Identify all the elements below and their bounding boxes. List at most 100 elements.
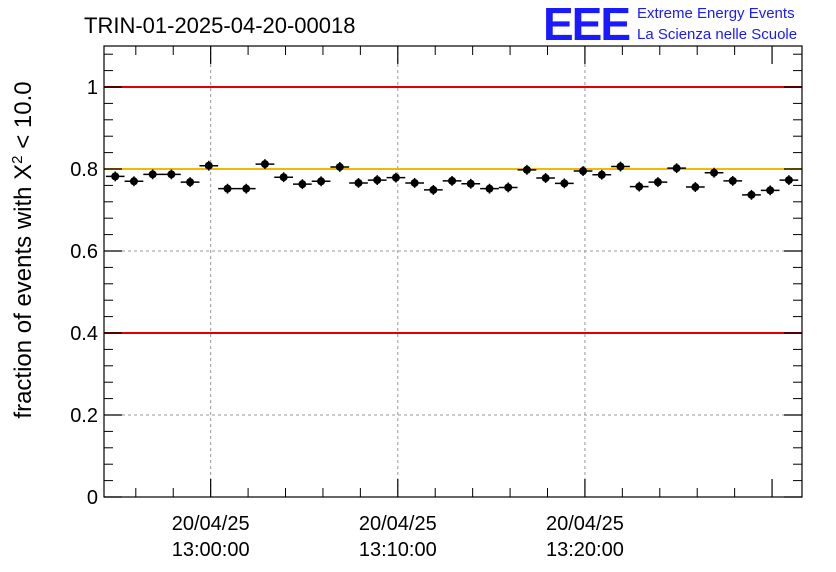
y-tick-label: 0 bbox=[87, 487, 98, 509]
data-marker bbox=[335, 162, 344, 171]
x-tick-time: 13:00:00 bbox=[172, 539, 250, 561]
data-marker bbox=[186, 178, 195, 187]
data-point bbox=[723, 175, 743, 186]
data-marker bbox=[410, 178, 419, 187]
axes bbox=[103, 45, 803, 498]
data-point bbox=[742, 189, 761, 200]
data-points bbox=[105, 159, 799, 200]
data-point bbox=[349, 178, 368, 188]
data-point bbox=[236, 183, 256, 194]
data-marker bbox=[148, 170, 157, 179]
x-tick-date: 20/04/25 bbox=[359, 513, 437, 535]
data-marker bbox=[691, 183, 700, 192]
data-point bbox=[105, 171, 125, 182]
data-marker bbox=[391, 173, 400, 182]
x-tick-time: 13:20:00 bbox=[546, 539, 624, 561]
data-marker bbox=[504, 183, 513, 192]
data-marker bbox=[747, 190, 756, 199]
data-point bbox=[367, 175, 387, 185]
logo-line-2: La Scienza nelle Scuole bbox=[637, 26, 797, 43]
data-marker bbox=[260, 160, 269, 169]
data-point bbox=[685, 182, 705, 192]
data-marker bbox=[653, 178, 662, 187]
data-marker bbox=[279, 173, 288, 182]
data-point bbox=[667, 163, 686, 174]
data-marker bbox=[167, 170, 176, 179]
data-point bbox=[760, 185, 780, 196]
data-marker bbox=[672, 164, 681, 173]
y-tick-label: 0.8 bbox=[70, 159, 98, 181]
y-tick-label: 0.4 bbox=[70, 323, 98, 345]
data-point bbox=[779, 175, 799, 185]
data-point bbox=[517, 164, 537, 175]
data-marker bbox=[129, 177, 138, 186]
y-axis-label-main: fraction of events with X bbox=[10, 164, 37, 419]
y-tick-label: 0.2 bbox=[70, 405, 98, 427]
y-tick-label: 1 bbox=[87, 77, 98, 99]
data-point bbox=[629, 181, 649, 192]
data-marker bbox=[466, 179, 475, 188]
x-tick-date: 20/04/25 bbox=[172, 513, 250, 535]
y-axis-label: fraction of events with X2 < 10.0 bbox=[9, 81, 37, 418]
data-point bbox=[124, 176, 144, 187]
data-point bbox=[199, 160, 219, 171]
data-marker bbox=[728, 176, 737, 185]
y-axis-label-tail: < 10.0 bbox=[10, 81, 37, 155]
data-point bbox=[386, 172, 406, 183]
data-marker bbox=[616, 162, 625, 171]
data-point bbox=[611, 161, 630, 172]
data-point bbox=[423, 184, 443, 195]
data-point bbox=[648, 177, 668, 188]
data-marker bbox=[710, 168, 719, 177]
data-marker bbox=[560, 179, 569, 188]
y-tick-label: 0.6 bbox=[70, 241, 98, 263]
logo-mark: EEE bbox=[543, 0, 629, 50]
plot-frame bbox=[103, 45, 803, 498]
data-marker bbox=[354, 178, 363, 187]
data-point bbox=[536, 173, 555, 183]
data-point bbox=[218, 183, 237, 194]
grid bbox=[104, 46, 802, 497]
data-marker bbox=[373, 176, 382, 185]
data-point bbox=[311, 176, 331, 187]
data-point bbox=[293, 179, 312, 190]
y-axis-label-superscript: 2 bbox=[9, 155, 26, 163]
data-marker bbox=[522, 165, 531, 174]
data-point bbox=[405, 178, 424, 188]
data-point bbox=[554, 178, 574, 189]
data-marker bbox=[766, 186, 775, 195]
data-marker bbox=[317, 177, 326, 186]
data-point bbox=[573, 166, 593, 176]
data-marker bbox=[223, 184, 232, 193]
data-marker bbox=[541, 174, 550, 183]
data-point bbox=[180, 177, 200, 188]
reference-lines bbox=[104, 86, 802, 334]
data-point bbox=[480, 183, 499, 194]
data-point bbox=[498, 182, 518, 193]
data-marker bbox=[635, 182, 644, 191]
data-marker bbox=[579, 167, 588, 176]
data-point bbox=[592, 169, 612, 180]
data-marker bbox=[204, 161, 213, 170]
data-marker bbox=[111, 172, 120, 181]
data-point bbox=[461, 178, 481, 189]
data-point bbox=[704, 167, 724, 178]
data-marker bbox=[597, 170, 606, 179]
tick-labels: 0 0.2 0.4 0.6 0.8 1 20/04/25 13:00:00 20/04/25 13… bbox=[70, 77, 624, 561]
data-point bbox=[143, 169, 163, 180]
data-marker bbox=[429, 185, 438, 194]
data-point bbox=[162, 169, 181, 180]
logo-line-1: Extreme Energy Events bbox=[637, 5, 795, 22]
chart-title: TRIN-01-2025-04-20-00018 bbox=[84, 13, 356, 38]
data-point bbox=[442, 175, 462, 186]
x-tick-date: 20/04/25 bbox=[546, 513, 624, 535]
data-point bbox=[330, 162, 350, 172]
data-marker bbox=[784, 176, 793, 185]
eee-logo: EEE Extreme Energy Events La Scienza nel… bbox=[543, 0, 797, 50]
x-tick-time: 13:10:00 bbox=[359, 539, 437, 561]
data-marker bbox=[242, 184, 251, 193]
data-marker bbox=[448, 176, 457, 185]
data-marker bbox=[485, 184, 494, 193]
data-point bbox=[255, 159, 275, 169]
